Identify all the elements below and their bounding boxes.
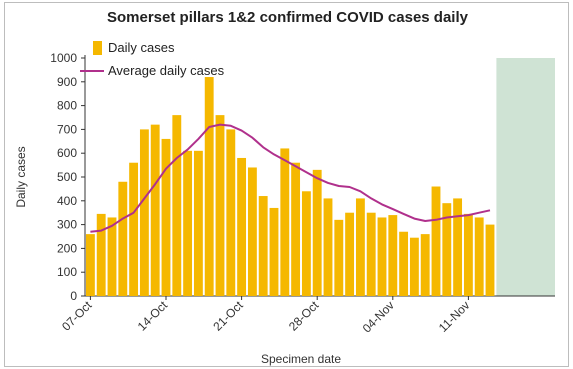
- bar-daily-cases: [399, 231, 409, 296]
- bar-daily-cases: [183, 150, 193, 296]
- bar-daily-cases: [85, 234, 95, 296]
- bar-daily-cases: [269, 207, 279, 296]
- bar-daily-cases: [345, 212, 355, 296]
- y-tick-label: 600: [57, 146, 77, 160]
- x-axis-label: Specimen date: [261, 352, 341, 366]
- chart-svg: 0 100 200 300 400 500 600 700 800 900 1000 07-Oct 14…: [14, 40, 555, 366]
- bar-daily-cases: [485, 224, 495, 296]
- legend-swatch-daily-cases: [93, 41, 102, 55]
- bar-daily-cases: [463, 213, 473, 296]
- shaded-region: [496, 58, 555, 296]
- bar-daily-cases: [291, 162, 301, 296]
- x-tick-label: 21-Oct: [210, 298, 246, 334]
- y-tick-label: 500: [57, 170, 77, 184]
- legend-label-daily-cases: Daily cases: [108, 40, 175, 55]
- bar-daily-cases: [377, 217, 387, 296]
- bar-daily-cases: [237, 157, 247, 296]
- bar-daily-cases: [366, 212, 376, 296]
- bar-daily-cases: [96, 213, 106, 296]
- y-tick-label: 400: [57, 194, 77, 208]
- bar-daily-cases: [442, 203, 452, 296]
- bar-daily-cases: [193, 150, 203, 296]
- bar-daily-cases: [129, 162, 139, 296]
- y-tick-label: 0: [70, 289, 77, 303]
- chart-frame: Somerset pillars 1&2 confirmed COVID cas…: [4, 2, 569, 367]
- y-tick-label: 700: [57, 122, 77, 136]
- bar-daily-cases: [334, 219, 344, 296]
- bar-daily-cases: [280, 148, 290, 296]
- bar-daily-cases: [150, 124, 160, 296]
- x-tick-label: 28-Oct: [286, 298, 322, 334]
- bar-daily-cases: [118, 181, 128, 296]
- y-tick-label: 300: [57, 218, 77, 232]
- bar-daily-cases: [474, 217, 484, 296]
- bar-daily-cases: [453, 198, 463, 296]
- y-tick-label: 100: [57, 265, 77, 279]
- bar-daily-cases: [161, 138, 171, 296]
- bar-daily-cases: [215, 115, 225, 297]
- bar-daily-cases: [226, 129, 236, 296]
- x-tick-label: 11-Nov: [436, 298, 473, 335]
- y-tick-label: 900: [57, 75, 77, 89]
- bar-daily-cases: [388, 215, 398, 296]
- bar-daily-cases: [107, 217, 117, 296]
- bar-daily-cases: [172, 115, 182, 297]
- bar-daily-cases: [420, 234, 430, 296]
- bar-daily-cases: [312, 169, 322, 296]
- y-tick-label: 800: [57, 99, 77, 113]
- bar-daily-cases: [258, 196, 268, 296]
- bar-daily-cases: [431, 186, 441, 296]
- bar-daily-cases: [355, 198, 365, 296]
- bar-daily-cases: [323, 198, 333, 296]
- x-tick-label: 04-Nov: [360, 298, 397, 335]
- bar-daily-cases: [301, 191, 311, 296]
- legend-label-average-daily-cases: Average daily cases: [108, 63, 225, 78]
- x-tick-label: 14-Oct: [135, 298, 171, 334]
- bar-daily-cases: [139, 129, 149, 296]
- bar-daily-cases: [204, 77, 214, 296]
- x-tick-label: 07-Oct: [59, 298, 95, 334]
- y-axis-label: Daily cases: [14, 146, 28, 207]
- line-average-daily-cases: [90, 123, 491, 233]
- chart-title: Somerset pillars 1&2 confirmed COVID cas…: [107, 9, 468, 26]
- y-tick-label: 1000: [50, 51, 77, 65]
- y-tick-label: 200: [57, 241, 77, 255]
- bar-daily-cases: [247, 167, 257, 296]
- bar-daily-cases: [409, 237, 419, 296]
